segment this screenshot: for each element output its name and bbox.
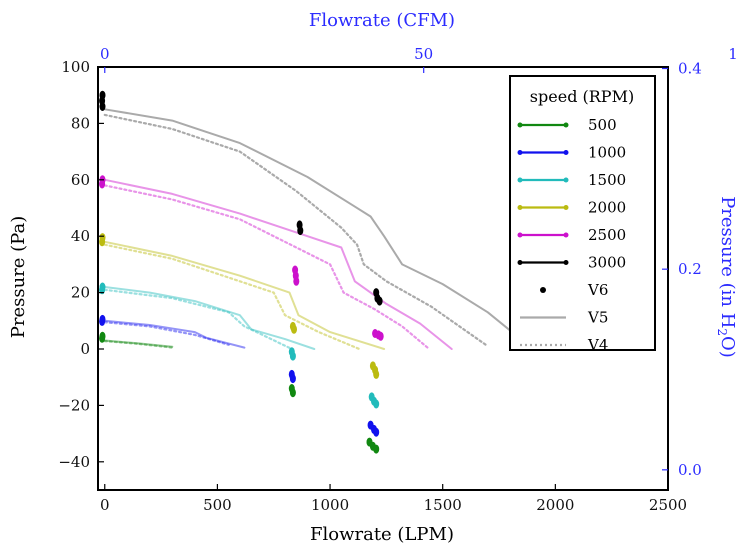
legend-label: 1000 bbox=[588, 144, 626, 162]
v6-point-500-3 bbox=[289, 388, 296, 398]
v6-point-500-1 bbox=[99, 333, 106, 343]
legend-label: V5 bbox=[587, 309, 608, 327]
series-line-1500-v4 bbox=[103, 288, 293, 351]
legend-entry-v5: V5 bbox=[520, 309, 608, 327]
x-tick-label: 1500 bbox=[424, 496, 462, 514]
x-tick-label: 1000 bbox=[311, 496, 349, 514]
v6-point-1000-1 bbox=[99, 316, 106, 326]
legend: speed (RPM) 500 1000 1500 2000 2500 3000 V6 V5 V… bbox=[509, 75, 656, 354]
legend-entry-v4: V4 bbox=[520, 336, 608, 354]
x-tick-label: 2000 bbox=[536, 496, 574, 514]
legend-swatch-marker bbox=[563, 150, 569, 155]
v6-point-1500-3 bbox=[289, 351, 296, 361]
y-tick-label: −40 bbox=[58, 453, 90, 471]
v6-point-2500-1 bbox=[99, 179, 106, 189]
legend-entry-500: 500 bbox=[517, 116, 617, 134]
v6-point-2500-4 bbox=[293, 276, 300, 286]
y-tick-label: 0 bbox=[80, 340, 90, 358]
legend-label: 2500 bbox=[588, 226, 626, 244]
legend-label: 1500 bbox=[588, 171, 626, 189]
v6-point-2000-1 bbox=[99, 237, 106, 247]
v6-point-1000-6 bbox=[373, 427, 380, 437]
y-tick-label: −20 bbox=[58, 396, 90, 414]
y-axis-label: Pressure (Pa) bbox=[8, 216, 29, 339]
series-line-1500-v5 bbox=[103, 286, 316, 350]
series-line-500-v5 bbox=[103, 339, 174, 348]
series-line-2500-v4 bbox=[103, 184, 431, 351]
legend-swatch-marker bbox=[517, 150, 523, 155]
v6-point-3000-7 bbox=[376, 296, 383, 306]
legend-swatch-marker bbox=[517, 232, 523, 238]
legend-title: speed (RPM) bbox=[530, 87, 634, 106]
series-line-2000-v5 bbox=[103, 240, 386, 350]
legend-swatch-marker bbox=[563, 205, 569, 210]
legend-entry-2500: 2500 bbox=[517, 226, 626, 244]
v6-point-3000-2 bbox=[99, 102, 106, 111]
v6-point-500-6 bbox=[373, 444, 380, 454]
legend-entry-2000: 2000 bbox=[517, 199, 626, 217]
series-line-1000-v4 bbox=[103, 321, 230, 346]
legend-label: 3000 bbox=[588, 254, 626, 272]
v6-points bbox=[99, 90, 384, 454]
v6-point-2000-3 bbox=[291, 324, 297, 334]
v6-point-1000-3 bbox=[289, 374, 296, 384]
v6-point-3000-4 bbox=[297, 226, 304, 236]
plot-frame bbox=[97, 66, 669, 491]
series-line-3000-v5 bbox=[103, 108, 534, 350]
series-line-1000-v5 bbox=[103, 319, 246, 349]
legend-entry-1000: 1000 bbox=[517, 144, 626, 162]
y-tick-label: 60 bbox=[71, 171, 90, 189]
legend-swatch-marker bbox=[517, 122, 523, 128]
legend-swatch-marker bbox=[563, 260, 569, 265]
y2-tick-label: 0.2 bbox=[678, 260, 702, 278]
y-tick-label: 100 bbox=[61, 58, 90, 76]
series-line-500-v4 bbox=[103, 340, 174, 349]
legend-box bbox=[509, 75, 656, 351]
legend-label: V4 bbox=[587, 336, 608, 354]
legend-swatch-marker bbox=[517, 177, 523, 183]
y-tick-label: 20 bbox=[71, 284, 90, 302]
legend-entry-3000: 3000 bbox=[517, 254, 626, 272]
y2-tick-label: 0.4 bbox=[678, 60, 702, 78]
x-axis-label: Flowrate (LPM) bbox=[310, 524, 454, 545]
v6-point-1500-6 bbox=[373, 399, 380, 409]
y-tick-label: 40 bbox=[71, 227, 90, 245]
x-tick-label: 2500 bbox=[649, 496, 687, 514]
legend-label: 500 bbox=[588, 116, 617, 134]
legend-swatch-marker bbox=[563, 232, 569, 238]
legend-swatch-marker bbox=[517, 205, 523, 210]
series-line-3000-v4 bbox=[103, 113, 489, 348]
legend-label: 2000 bbox=[588, 199, 626, 217]
x2-tick-label: 100 bbox=[728, 45, 738, 63]
legend-swatch-marker bbox=[563, 177, 569, 183]
series-line-2000-v4 bbox=[103, 243, 361, 351]
v6-point-2500-7 bbox=[377, 331, 384, 341]
series-lines bbox=[103, 108, 534, 351]
legend-entry-v6: V6 bbox=[540, 281, 608, 299]
legend-entry-1500: 1500 bbox=[517, 171, 626, 189]
v6-point-2000-6 bbox=[373, 369, 380, 379]
legend-swatch-dot bbox=[540, 287, 546, 293]
x-tick-label: 0 bbox=[100, 496, 110, 514]
legend-swatch-marker bbox=[563, 122, 569, 128]
x2-tick-label: 50 bbox=[414, 45, 433, 63]
x2-tick-label: 0 bbox=[100, 45, 110, 63]
series-line-2500-v5 bbox=[103, 178, 453, 350]
y2-axis-label: Pressure (in H2O) bbox=[715, 196, 738, 358]
legend-swatch-marker bbox=[517, 260, 523, 265]
x2-axis-label: Flowrate (CFM) bbox=[309, 10, 455, 31]
y-tick-label: 80 bbox=[71, 114, 90, 132]
x-tick-label: 500 bbox=[203, 496, 232, 514]
legend-label: V6 bbox=[587, 281, 608, 299]
y2-tick-label: 0.0 bbox=[678, 461, 702, 479]
